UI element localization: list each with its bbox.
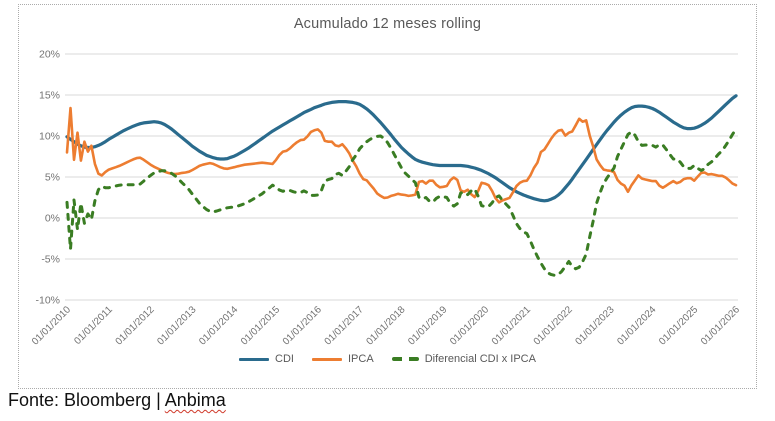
x-tick-label: 01/01/2015 (239, 304, 282, 347)
series-cdi-line (65, 94, 738, 203)
x-tick-label: 01/01/2023 (574, 304, 617, 347)
source-note-flagged-word: Anbima (164, 390, 226, 410)
source-note-text: Fonte: Bloomberg | (8, 390, 165, 410)
y-tick-label: 10% (39, 131, 60, 143)
legend-line-swatch (239, 357, 270, 361)
x-tick-label: 01/01/2012 (114, 304, 157, 347)
legend-label: IPCA (348, 353, 374, 365)
y-tick-label: 20% (39, 49, 60, 61)
legend-line-swatch (391, 357, 419, 361)
legend-item: CDI (239, 353, 294, 365)
legend-label: CDI (275, 353, 294, 365)
x-tick-label: 01/01/2010 (30, 304, 73, 347)
x-tick-label: 01/01/2026 (699, 304, 742, 347)
x-tick-label: 01/01/2024 (615, 304, 658, 347)
legend-label: Diferencial CDI x IPCA (424, 353, 536, 365)
gridlines (65, 53, 738, 301)
x-tick-label: 01/01/2021 (490, 304, 533, 347)
chart-title: Acumulado 12 meses rolling (293, 16, 482, 32)
x-tick-label: 01/01/2019 (406, 304, 449, 347)
x-axis-labels: 01/01/2010 01/01/201101/01/201201/01/2013… (30, 304, 742, 347)
line-chart-plot: 20% 15% 10% 5% 0% -5% -10%01/01/2010 01/01/2011… (30, 49, 742, 348)
series-diferencial-cdi-x-ipca-line (65, 127, 738, 277)
x-tick-label: 01/01/2017 (323, 304, 366, 347)
legend-item: IPCA (312, 353, 374, 365)
x-tick-label: 01/01/2013 (155, 304, 198, 347)
legend-item: Diferencial CDI x IPCA (391, 353, 536, 365)
x-tick-label: 01/01/2025 (657, 304, 700, 347)
series-ipca-line (65, 106, 738, 204)
legend-line-swatch (312, 357, 342, 361)
x-tick-label: 01/01/2022 (532, 304, 575, 347)
x-tick-label: 01/01/2018 (364, 304, 407, 347)
x-tick-label: 01/01/2020 (448, 304, 491, 347)
x-tick-label: 01/01/2011 (72, 304, 115, 347)
x-tick-label: 01/01/2016 (281, 304, 324, 347)
y-tick-label: 15% (39, 90, 60, 102)
x-tick-label: 01/01/2014 (197, 304, 240, 347)
y-tick-label: 5% (45, 172, 60, 184)
y-tick-label: 0% (45, 213, 60, 225)
chart-legend: CDI IPCA Diferencial CDI x IPCA (19, 353, 756, 365)
y-axis-labels: 20% 15% 10% 5% 0% -5% -10% (35, 49, 60, 307)
y-tick-label: -10% (35, 295, 60, 307)
chart-object-frame[interactable]: 20% 15% 10% 5% 0% -5% -10% 01/01/2010 01/01/2011… (18, 4, 757, 389)
y-tick-label: -5% (41, 254, 60, 266)
source-note: Fonte: Bloomberg | Anbima (8, 390, 226, 411)
